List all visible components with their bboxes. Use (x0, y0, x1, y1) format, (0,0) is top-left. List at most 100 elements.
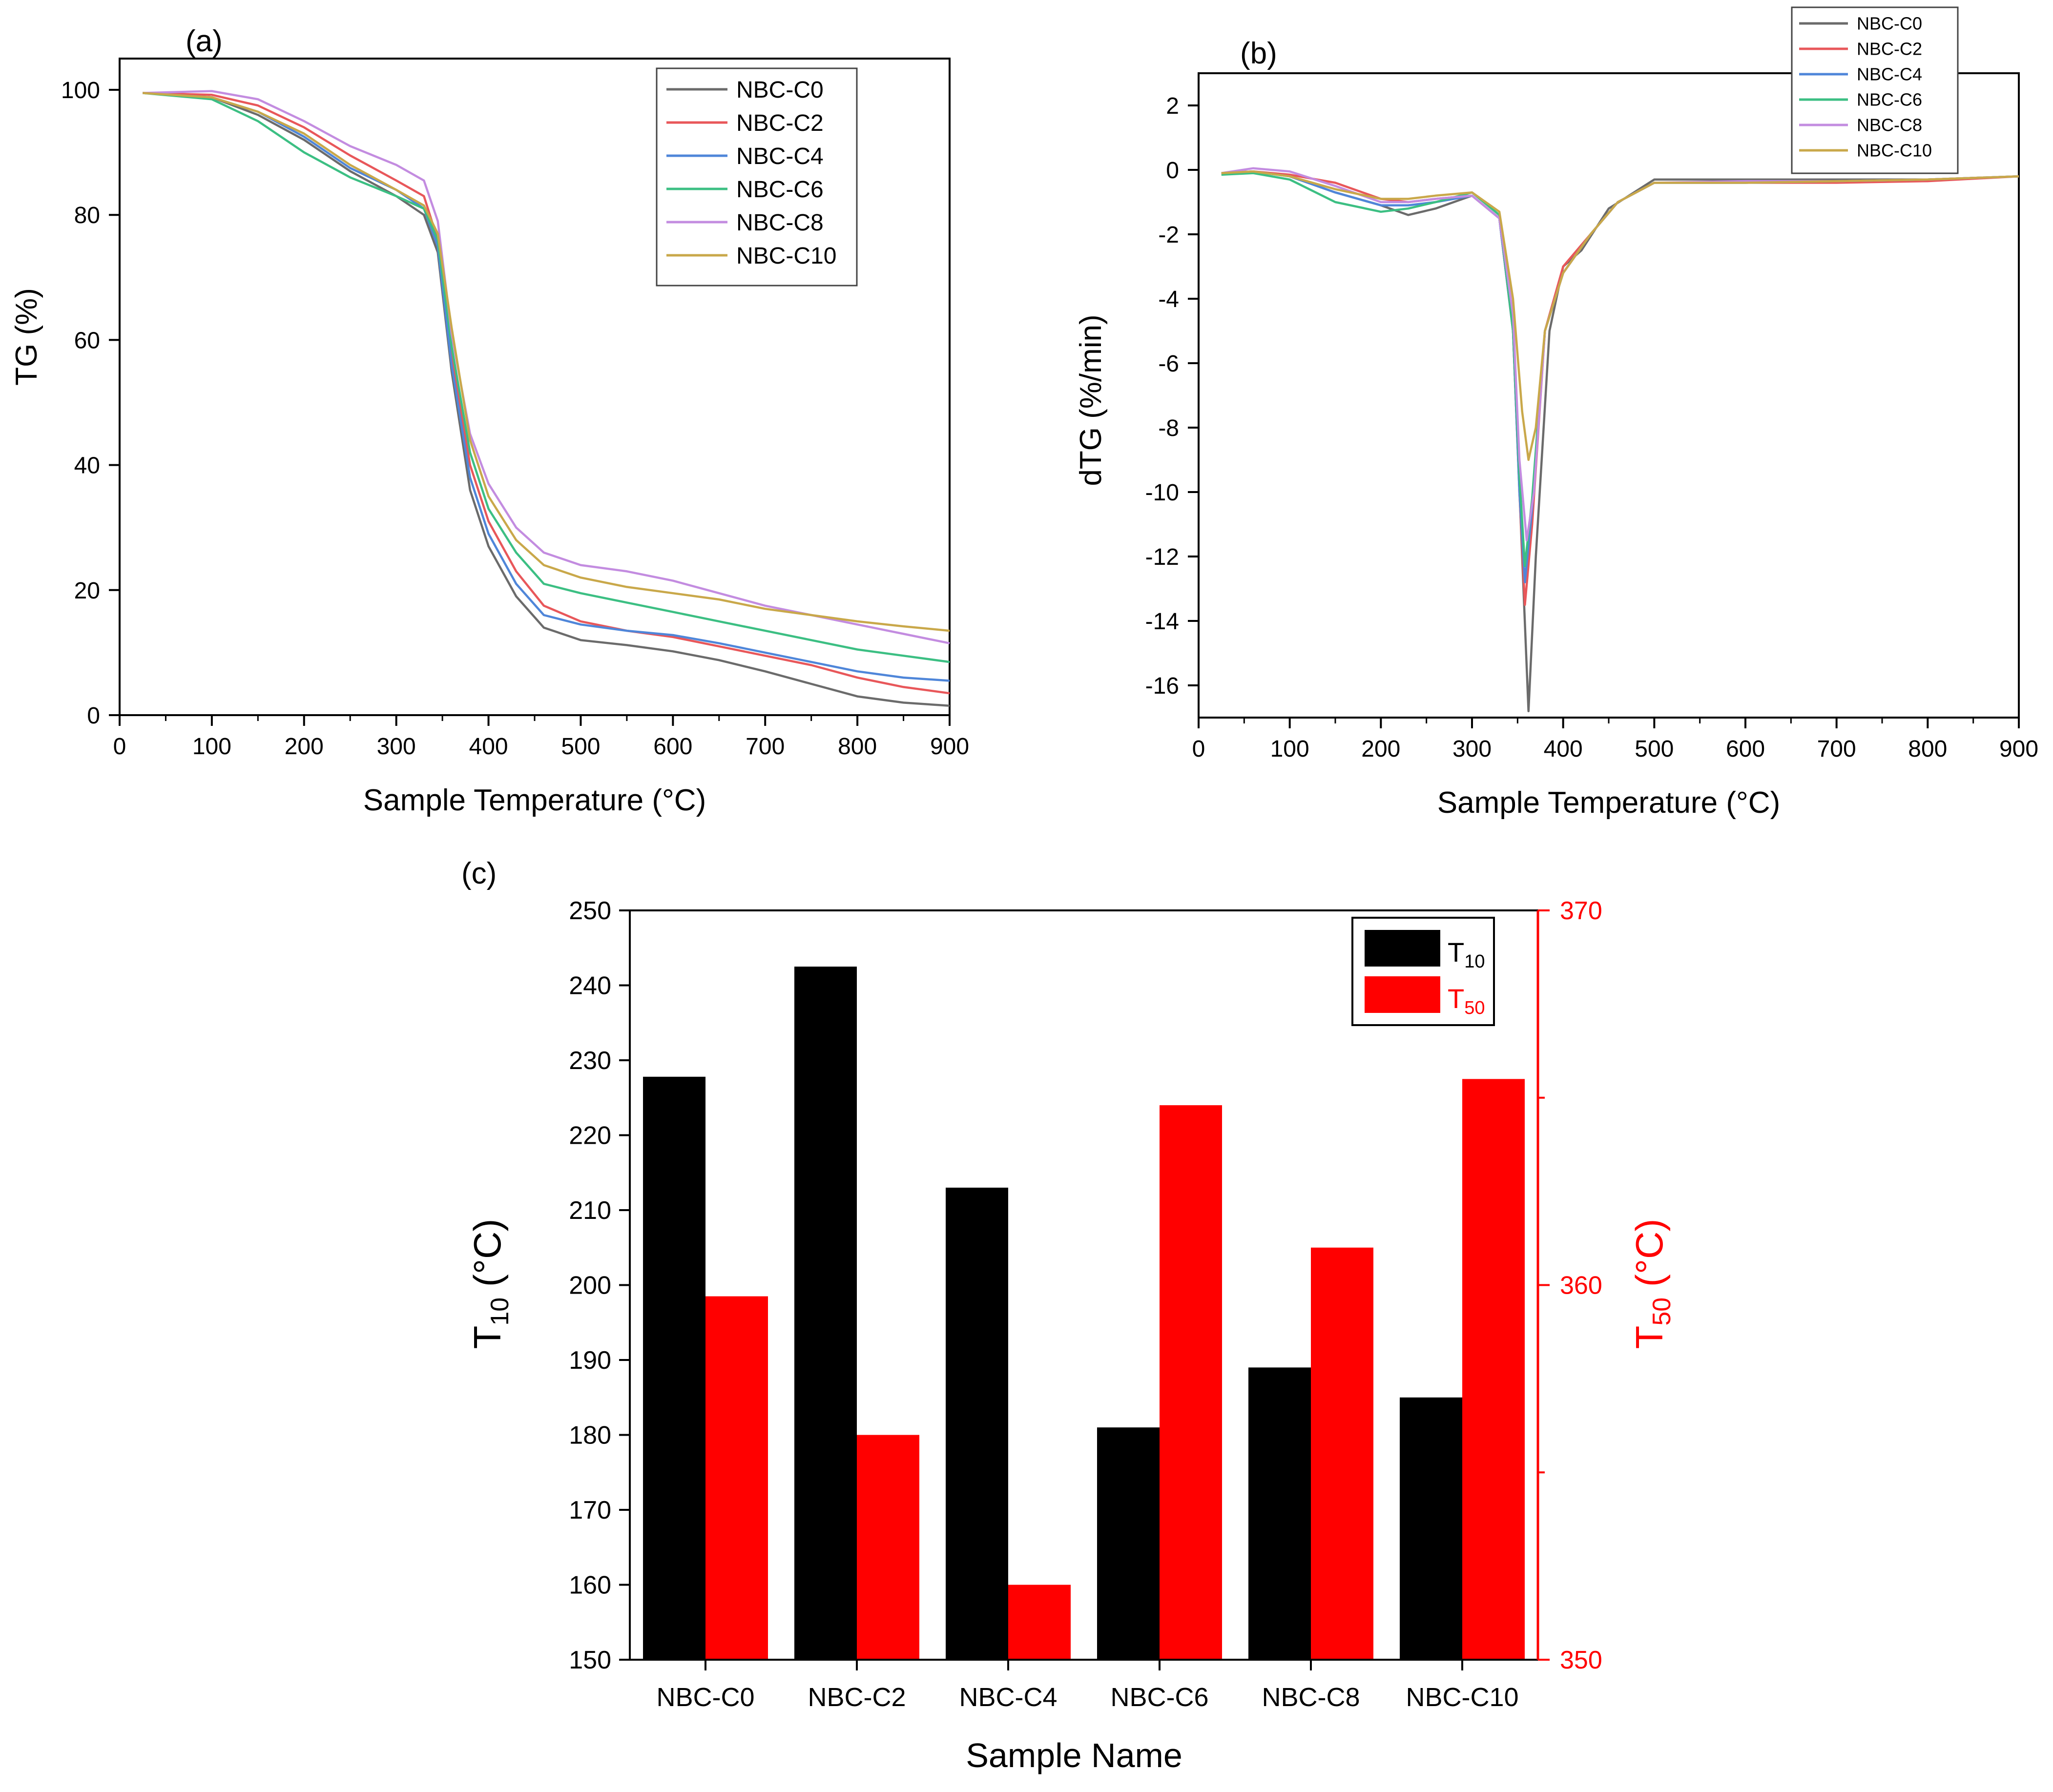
series-line-nbc-c2 (1221, 170, 2019, 606)
x-tick-label: NBC-C6 (1110, 1683, 1208, 1712)
bar-t10-nbc-c4 (946, 1187, 1008, 1660)
y-tick-label: -16 (1145, 673, 1179, 699)
bar-t10-nbc-c6 (1097, 1427, 1160, 1660)
panel-b-x-axis-label: Sample Temperature (°C) (1437, 786, 1780, 820)
bar-t10-nbc-c2 (794, 967, 857, 1660)
x-tick-label: 700 (746, 734, 785, 760)
x-tick-label: 300 (1452, 736, 1492, 762)
panel-a-legend-items: NBC-C0 NBC-C2 NBC-C4 NBC-C6 NBC-C8 NBC-C10 (666, 77, 836, 269)
legend-label-nbc-c10: NBC-C10 (736, 243, 836, 269)
y-tick-label: 0 (1166, 158, 1179, 184)
panel-b-y-axis-label: dTG (%/min) (1074, 314, 1108, 486)
x-tick-label: 400 (1544, 736, 1583, 762)
series-line-nbc-c10 (143, 92, 950, 632)
panel-a-x-axis-label: Sample Temperature (°C) (363, 783, 706, 817)
right-y-label-rest: (°C) (1628, 1219, 1671, 1298)
left-y-tick-label: 160 (569, 1571, 611, 1600)
legend-t10-sub: 10 (1464, 951, 1485, 972)
panel-c-right-y-axis-label: T50 (°C) (1628, 1219, 1676, 1349)
right-y-tick-label: 370 (1560, 897, 1602, 925)
left-y-tick-label: 240 (569, 972, 611, 1000)
x-tick-label: 600 (653, 734, 692, 760)
x-tick-label: 500 (561, 734, 600, 760)
x-tick-label: 100 (192, 734, 231, 760)
legend-t50-sub: 50 (1464, 998, 1485, 1018)
panel-a: (a) 0 100 200 300 400 500 600 700 800 900 0 20 40 60… (10, 24, 969, 817)
panel-a-legend: NBC-C0 NBC-C2 NBC-C4 NBC-C6 NBC-C8 NBC-C10 (656, 67, 858, 287)
y-tick-label: -2 (1158, 222, 1179, 248)
x-tick-label: 600 (1726, 736, 1765, 762)
panel-c-bars (643, 967, 1525, 1660)
bar-t50-nbc-c6 (1160, 1105, 1222, 1660)
bar-t50-nbc-c8 (1311, 1247, 1373, 1660)
legend-t10-base: T (1448, 937, 1464, 968)
right-y-label-sub: 50 (1648, 1298, 1676, 1326)
y-tick-label: -10 (1145, 480, 1179, 506)
panel-a-x-ticks: 0 100 200 300 400 500 600 700 800 900 (113, 715, 969, 760)
x-tick-label: 500 (1635, 736, 1674, 762)
x-tick-label: NBC-C10 (1406, 1683, 1518, 1712)
right-y-tick-label: 360 (1560, 1272, 1602, 1300)
panel-c-left-y-axis-label: T10 (°C) (466, 1219, 514, 1349)
x-tick-label: 800 (838, 734, 877, 760)
right-y-label-base: T (1628, 1326, 1671, 1349)
panel-b-y-ticks: 2 0 -2 -4 -6 -8 -10 -12 -14 -16 (1145, 93, 1199, 699)
panel-c-x-axis-label: Sample Name (966, 1736, 1182, 1774)
panel-a-legend-box (656, 67, 858, 287)
panel-b-x-ticks: 0 100 200 300 400 500 600 700 800 900 (1192, 718, 2038, 762)
x-tick-label: NBC-C8 (1262, 1683, 1360, 1712)
series-line-nbc-c4 (1221, 170, 2019, 584)
series-line-nbc-c10 (1221, 170, 2019, 461)
panel-b-label: (b) (1240, 37, 1277, 70)
legend-label-nbc-c4: NBC-C4 (736, 144, 824, 169)
x-tick-label: NBC-C2 (808, 1683, 906, 1712)
left-y-tick-label: 250 (569, 897, 611, 925)
panel-a-label: (a) (186, 24, 223, 58)
y-tick-label: 2 (1166, 93, 1179, 119)
panel-c-x-ticks: NBC-C0 NBC-C2 NBC-C4 NBC-C6 NBC-C8 NBC-C10 (656, 1660, 1519, 1712)
y-tick-label: 100 (61, 78, 100, 103)
series-line-nbc-c8 (1221, 167, 2019, 542)
y-tick-label: -8 (1158, 415, 1179, 441)
legend-label-nbc-c8: NBC-C8 (736, 210, 824, 236)
y-tick-label: 20 (74, 578, 100, 604)
bar-t10-nbc-c8 (1248, 1367, 1311, 1660)
legend-label-nbc-c6: NBC-C6 (736, 177, 824, 203)
y-tick-label: 60 (74, 328, 100, 353)
series-line-nbc-c0 (1221, 170, 2019, 713)
legend-label-nbc-c6: NBC-C6 (1857, 90, 1922, 110)
x-tick-label: 900 (930, 734, 969, 760)
x-tick-label: 100 (1270, 736, 1309, 762)
x-tick-label: 800 (1908, 736, 1947, 762)
left-y-label-sub: 10 (486, 1298, 514, 1326)
panel-c-left-y-ticks: 150 160 170 180 190 200 210 220 230 240 250 (569, 897, 630, 1674)
x-tick-label: 0 (1192, 736, 1205, 762)
x-tick-label: 400 (469, 734, 508, 760)
series-line-nbc-c8 (143, 90, 950, 644)
legend-label-t10: T10 (1448, 937, 1485, 972)
panel-b-legend-items: NBC-C0 NBC-C2 NBC-C4 NBC-C6 NBC-C8 NBC-C10 (1799, 14, 1932, 161)
right-y-tick-label: 350 (1560, 1646, 1602, 1674)
left-y-tick-label: 150 (569, 1646, 611, 1674)
y-tick-label: 0 (87, 703, 100, 729)
panel-c: (c) 150 160 170 180 190 200 210 220 230 240 250 35… (461, 857, 1676, 1774)
bar-t50-nbc-c4 (1008, 1585, 1071, 1660)
left-y-tick-label: 230 (569, 1047, 611, 1075)
x-tick-label: 300 (377, 734, 416, 760)
legend-swatch-t50 (1365, 976, 1440, 1013)
legend-swatch-t10 (1365, 930, 1440, 967)
panel-c-label: (c) (461, 857, 497, 890)
left-y-label-rest: (°C) (466, 1219, 509, 1298)
panel-c-right-y-ticks: 350 360 370 (1538, 897, 1602, 1674)
y-tick-label: 80 (74, 203, 100, 228)
panel-b-legend: NBC-C0 NBC-C2 NBC-C4 NBC-C6 NBC-C8 NBC-C10 (1791, 6, 1959, 174)
bar-t50-nbc-c10 (1462, 1079, 1525, 1660)
bar-t50-nbc-c0 (705, 1296, 768, 1660)
series-line-nbc-c6 (142, 92, 950, 663)
legend-label-nbc-c10: NBC-C10 (1857, 141, 1932, 161)
panel-b-series-lines (1221, 167, 2019, 713)
x-tick-label: NBC-C0 (656, 1683, 754, 1712)
legend-label-nbc-c2: NBC-C2 (1857, 39, 1922, 59)
left-y-tick-label: 190 (569, 1346, 611, 1375)
